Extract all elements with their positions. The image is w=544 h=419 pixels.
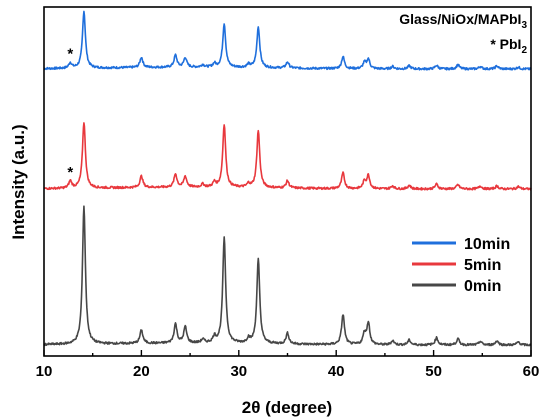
x-tick-label-50: 50 [425, 363, 442, 380]
sample-annotation-subscript: 3 [521, 20, 527, 31]
x-axis-title: 2θ (degree) [242, 398, 332, 417]
pbi2-annotation: * PbI2 [490, 36, 527, 56]
x-tick-label-30: 30 [230, 363, 247, 380]
legend-label-0min: 0min [464, 278, 501, 295]
series-line-0min [43, 205, 532, 347]
star-marker-5min: * [67, 164, 73, 181]
sample-annotation: Glass/NiOx/MAPbI3 [399, 11, 527, 31]
x-tick-label-40: 40 [328, 363, 345, 380]
pbi2-annotation-subscript: 2 [521, 45, 527, 56]
sample-annotation-main: Glass/NiOx/MAPbI [399, 11, 521, 27]
legend-label-5min: 5min [464, 257, 501, 274]
pbi2-star-markers: ** [67, 46, 73, 181]
series-layer [43, 10, 532, 347]
y-axis-title: Intensity (a.u.) [9, 124, 28, 239]
x-axis-ticks: 10 20 30 40 50 60 [36, 350, 540, 380]
star-marker-10min: * [67, 46, 73, 63]
x-tick-label-60: 60 [523, 363, 540, 380]
series-line-10min [43, 10, 532, 71]
x-tick-label-20: 20 [133, 363, 150, 380]
legend: 10min 5min 0min [412, 236, 510, 295]
series-line-5min [43, 122, 532, 191]
legend-label-10min: 10min [464, 236, 510, 253]
x-tick-label-10: 10 [36, 363, 53, 380]
pbi2-annotation-main: * PbI [490, 36, 521, 52]
